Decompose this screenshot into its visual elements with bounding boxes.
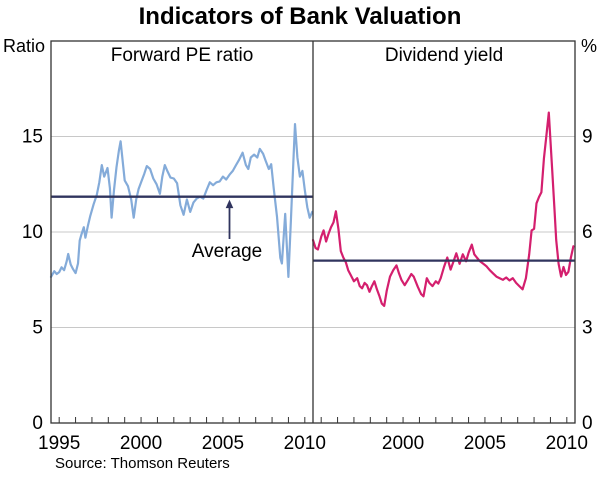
y-tick-label-left: 0 bbox=[32, 413, 43, 434]
panel-title-dividend-yield: Dividend yield bbox=[385, 45, 503, 66]
x-tick-label: 2005 bbox=[464, 433, 506, 454]
dividend-yield-line bbox=[311, 111, 575, 307]
x-tick-label: 2000 bbox=[120, 433, 162, 454]
y-tick-label-right: 6 bbox=[582, 222, 593, 243]
y-tick-label-right: 3 bbox=[582, 318, 593, 339]
x-tick-label: 2000 bbox=[382, 433, 424, 454]
y-tick-label-right: 9 bbox=[582, 127, 593, 148]
y-tick-label-left: 15 bbox=[22, 127, 43, 148]
y-tick-label-right: 0 bbox=[582, 413, 593, 434]
x-tick-label: 2010 bbox=[546, 433, 588, 454]
average-annotation-label: Average bbox=[192, 241, 262, 262]
x-tick-label: 1995 bbox=[38, 433, 80, 454]
y-tick-label-left: 5 bbox=[32, 318, 43, 339]
panel-title-forward-pe: Forward PE ratio bbox=[111, 45, 254, 66]
right-axis-unit-label: % bbox=[581, 36, 597, 56]
x-tick-label: 2005 bbox=[202, 433, 244, 454]
chart-title: Indicators of Bank Valuation bbox=[139, 3, 462, 30]
forward-pe-ratio-line bbox=[49, 122, 314, 278]
left-axis-unit-label: Ratio bbox=[3, 36, 45, 56]
x-tick-label: 2010 bbox=[284, 433, 326, 454]
average-arrow-head bbox=[225, 199, 234, 209]
y-tick-label-left: 10 bbox=[22, 222, 43, 243]
source-note: Source: Thomson Reuters bbox=[55, 455, 230, 472]
